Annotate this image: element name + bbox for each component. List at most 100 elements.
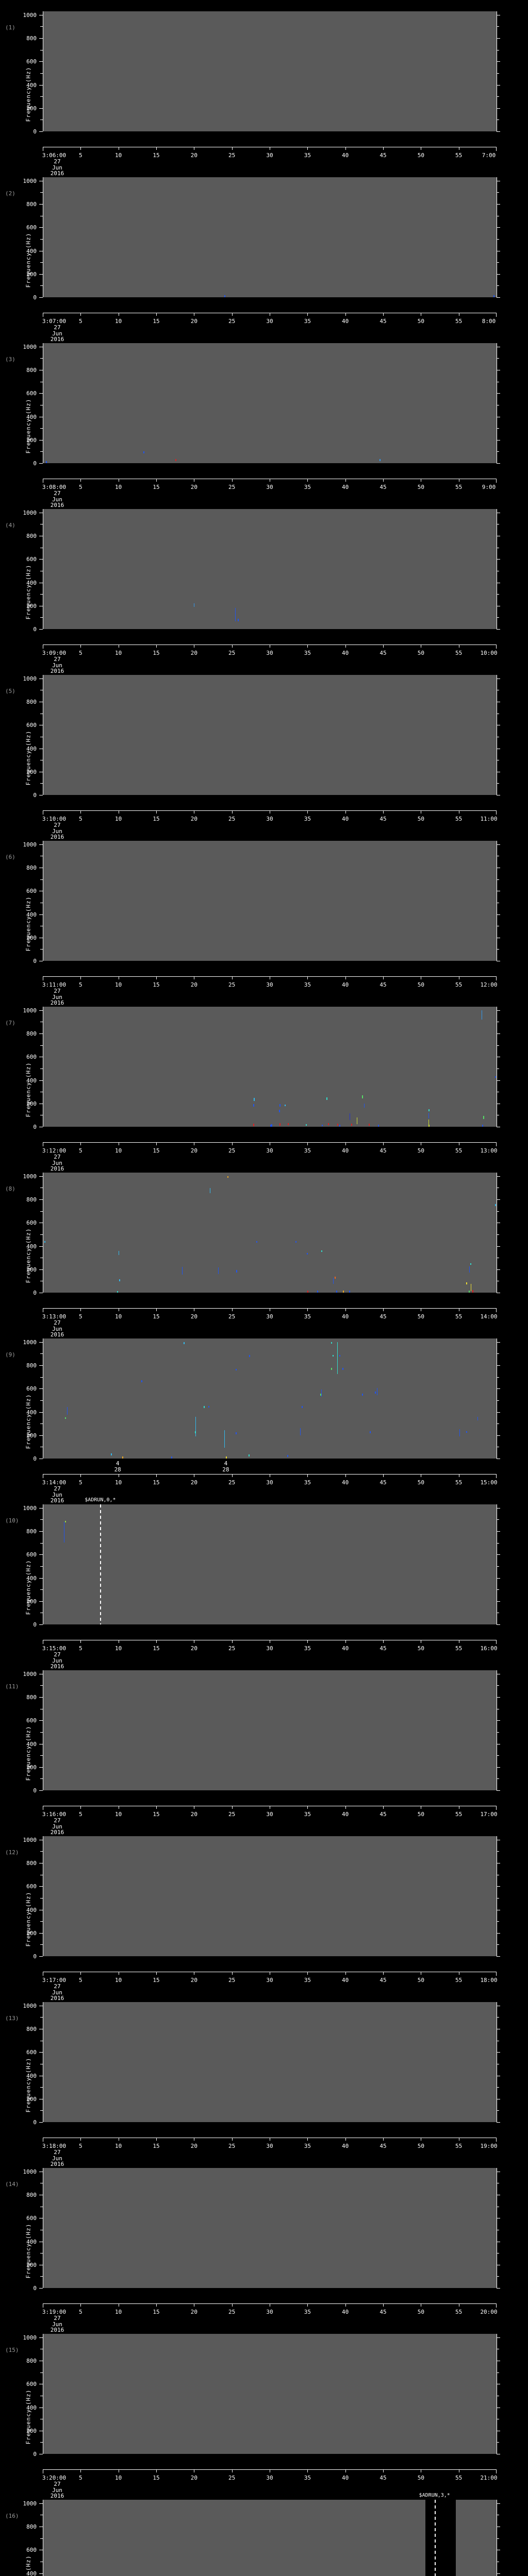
- plot-clip: [43, 675, 497, 795]
- x-tick-label: 45: [380, 152, 387, 159]
- y-tick: [39, 1342, 43, 1343]
- y-tick: [497, 1234, 499, 1235]
- spectral-peak: [253, 1104, 254, 1107]
- spectral-peak: [327, 1123, 329, 1126]
- x-tick-label: 20: [190, 2309, 197, 2315]
- spectral-peak: [482, 1125, 484, 1127]
- x-tick-label: 55: [455, 2143, 463, 2149]
- y-tick: [497, 879, 499, 880]
- x-tick-label: 40: [342, 484, 349, 490]
- spectral-peak: [271, 1124, 272, 1127]
- x-tick: [496, 2469, 497, 2473]
- y-tick-label: 400: [26, 248, 37, 255]
- y-tick-label: 200: [26, 1764, 37, 1771]
- y-tick-label: 200: [26, 437, 37, 444]
- y-tick: [39, 1033, 43, 1034]
- y-tick-label: 800: [26, 699, 37, 705]
- x-tick-label: 30: [266, 1313, 273, 1320]
- x-tick: [232, 1308, 233, 1311]
- y-tick: [39, 629, 43, 630]
- y-tick-label: 0: [33, 1621, 37, 1628]
- x-tick-label: 25: [228, 2309, 236, 2315]
- y-tick: [39, 1554, 43, 1555]
- y-tick: [497, 1080, 500, 1081]
- x-tick-label: 5: [79, 1645, 82, 1652]
- x-tick-label: 55: [455, 484, 463, 490]
- y-tick-label: 400: [26, 1243, 37, 1250]
- x-tick: [307, 1474, 308, 1477]
- panel-7: 0 200 400 600 800 1000 Frequency (Hz) (7) 3:12:0…: [0, 1007, 528, 1173]
- spectral-peak: [175, 459, 176, 461]
- plot-clip: [43, 1504, 497, 1624]
- y-tick: [39, 2503, 43, 2504]
- y-tick-label: 0: [33, 1455, 37, 1462]
- x-tick-label: 55: [455, 1645, 463, 1652]
- y-tick: [497, 96, 499, 97]
- x-tick-label-end: 13:00: [480, 1147, 498, 1154]
- y-tick: [39, 131, 43, 132]
- spectral-peak: [288, 1123, 289, 1125]
- plot-clip: [43, 1173, 497, 1293]
- y-tick: [39, 85, 43, 86]
- y-tick: [39, 1010, 43, 1011]
- y-tick: [40, 1921, 43, 1922]
- x-tick-label: 5: [79, 2143, 82, 2149]
- y-tick-label: 600: [26, 2547, 37, 2553]
- x-tick-label: 5: [79, 2309, 82, 2315]
- x-tick-label-end: 7:00: [482, 152, 496, 159]
- y-tick: [497, 1412, 500, 1413]
- y-tick: [39, 1578, 43, 1579]
- x-tick: [307, 479, 308, 482]
- x-tick-label: 25: [228, 650, 236, 656]
- x-tick-label: 45: [380, 650, 387, 656]
- x-tick: [345, 2303, 346, 2307]
- x-tick-label: 55: [455, 2475, 463, 2481]
- x-tick-label: 30: [266, 1147, 273, 1154]
- y-tick-label: 800: [26, 2026, 37, 2032]
- y-tick: [40, 1353, 43, 1354]
- date-stack: 27 Jun 2016: [51, 656, 64, 674]
- y-tick: [40, 1045, 43, 1046]
- x-tick-label-end: 21:00: [480, 2475, 498, 2481]
- y-tick-label: 600: [26, 1385, 37, 1392]
- x-tick-label: 35: [304, 2309, 311, 2315]
- y-tick-label: 600: [26, 1054, 37, 1060]
- y-tick: [40, 594, 43, 595]
- x-tick-label: 15: [153, 1479, 160, 1486]
- spectral-peak: [317, 1291, 319, 1293]
- y-tick-label: 800: [26, 1196, 37, 1203]
- y-tick: [40, 262, 43, 263]
- date-line: Jun: [52, 827, 62, 835]
- y-tick: [40, 1755, 43, 1756]
- spectral-peak: [361, 1394, 363, 1396]
- y-tick: [40, 1944, 43, 1945]
- y-axis-title: Frequency (Hz): [25, 1560, 32, 1615]
- plot-clip: [43, 2168, 497, 2288]
- x-tick-label: 10: [115, 650, 122, 656]
- x-tick-label: 5: [79, 981, 82, 988]
- y-tick-label: 200: [26, 769, 37, 775]
- y-tick-label: 1000: [23, 1837, 37, 1843]
- x-tick: [232, 645, 233, 648]
- y-tick-label: 1000: [23, 1671, 37, 1677]
- y-tick-label: 1000: [23, 1339, 37, 1346]
- spectral-peak: [428, 1109, 430, 1112]
- x-tick-label: 50: [417, 1313, 424, 1320]
- y-tick: [39, 914, 43, 915]
- x-tick: [345, 2138, 346, 2141]
- x-tick-label: 30: [266, 1811, 273, 1818]
- spectral-peak: [322, 1124, 323, 1126]
- spectral-peak: [306, 1252, 308, 1255]
- y-tick: [497, 1624, 500, 1625]
- y-tick: [497, 594, 499, 595]
- spectral-peak: [333, 1278, 334, 1284]
- x-tick-label: 40: [342, 1645, 349, 1652]
- y-tick-label: 0: [33, 2285, 37, 2292]
- y-tick: [497, 38, 500, 39]
- y-tick-label: 1000: [23, 2168, 37, 2175]
- y-tick: [40, 2276, 43, 2277]
- date-line: 2016: [50, 1331, 64, 1338]
- x-tick-label: 15: [153, 2143, 160, 2149]
- x-tick-label-end: 17:00: [480, 1811, 498, 1818]
- panel-1: 0 200 400 600 800 1000 Frequency (Hz) (1) 3:06:0…: [0, 11, 528, 177]
